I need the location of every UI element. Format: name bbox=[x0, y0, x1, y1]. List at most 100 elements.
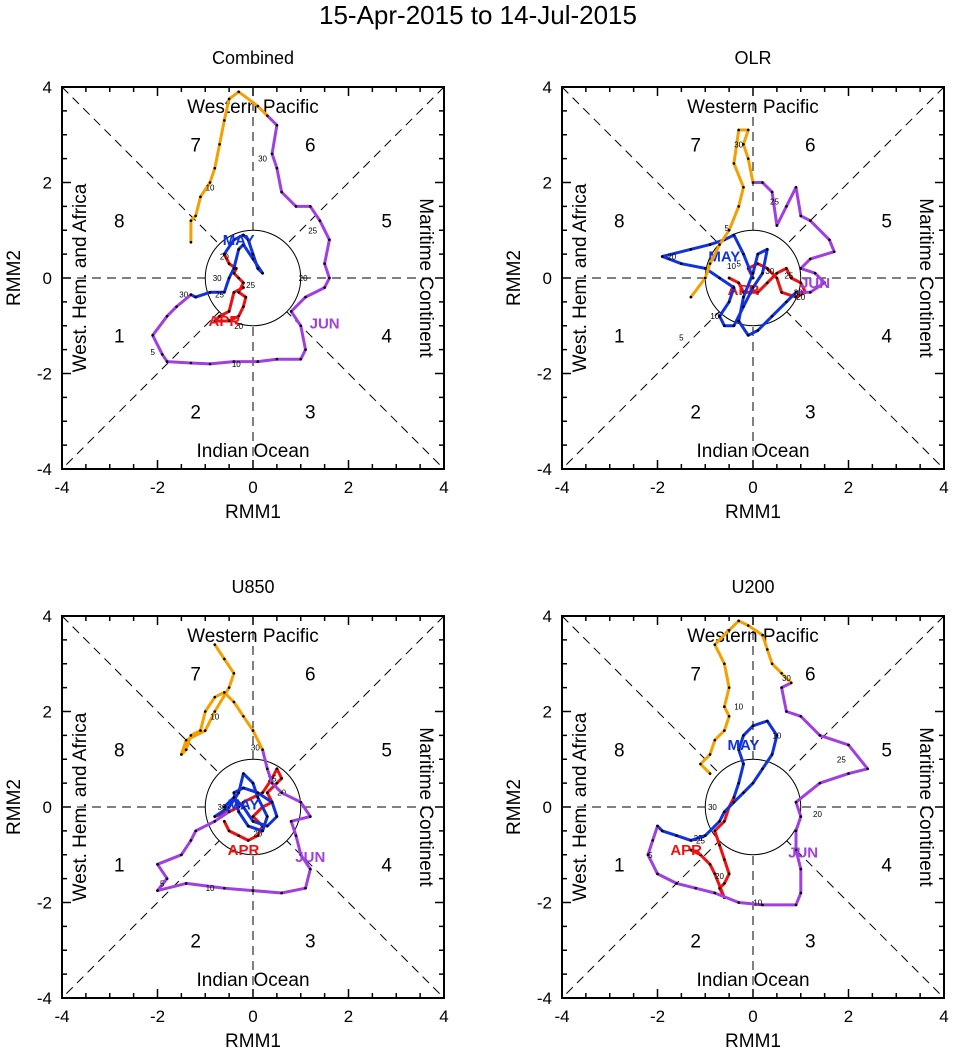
panel-4-y-tick-label: 2 bbox=[543, 703, 552, 722]
panel-1-region-bottom-label: Indian Ocean bbox=[196, 441, 309, 462]
panel-3-series-point-jun bbox=[289, 820, 293, 823]
panel-2-series-point-jul bbox=[703, 276, 707, 280]
panel-2-series-point-jul bbox=[727, 228, 731, 232]
panel-4-day-label: 20 bbox=[813, 810, 822, 819]
panel-3-series-point-apr bbox=[256, 834, 260, 837]
panel-3-day-label: 25 bbox=[268, 774, 277, 783]
panel-2-series-point-may bbox=[756, 329, 760, 332]
panel-1-series-point-jun bbox=[304, 295, 307, 299]
panel-4-series-point-may bbox=[660, 829, 664, 833]
panel-1-day-label: 30 bbox=[258, 155, 267, 164]
panel-1-x-tick-label: 2 bbox=[344, 478, 353, 497]
panel-4-x-tick-label: 4 bbox=[939, 1007, 948, 1026]
panel-2-day-label: 10 bbox=[727, 262, 736, 271]
panel-1-series-line-may bbox=[189, 233, 265, 299]
panel-3-series-line-jul bbox=[179, 643, 265, 756]
panel-3-series-point-jun bbox=[180, 853, 183, 857]
panel-1-series-point-may bbox=[237, 248, 240, 251]
panel-1-x-tick-label: -2 bbox=[150, 478, 165, 497]
panel-3-phase-number-6: 6 bbox=[305, 664, 316, 685]
panel-3-day-label: 10 bbox=[206, 884, 215, 893]
panel-4-series-point-jul bbox=[708, 753, 712, 756]
panel-2-y-tick-label: -4 bbox=[537, 460, 552, 479]
panel-2-day-label: 25 bbox=[770, 198, 779, 207]
panel-4-x-axis-label: RMM1 bbox=[725, 1031, 781, 1052]
panel-4-phase-number-3: 3 bbox=[805, 932, 816, 953]
panel-2-series-point-jul bbox=[742, 143, 745, 146]
panel-4-series-point-jun bbox=[713, 891, 717, 895]
panel-4-day-label: 5 bbox=[648, 851, 653, 860]
panel-4-unit-circle bbox=[704, 758, 802, 856]
panel-2-series-point-may bbox=[751, 276, 755, 280]
panel-4-title: U200 bbox=[731, 577, 774, 597]
panel-1-title: Combined bbox=[212, 48, 294, 68]
panel-3-region-bottom-label: Indian Ocean bbox=[196, 970, 309, 991]
panel-4-series-point-jun bbox=[818, 781, 822, 785]
panel-4-y-axis-label: RMM2 bbox=[504, 779, 525, 835]
panel-3-series-point-jul bbox=[232, 672, 236, 675]
panel-1-series-point-jun bbox=[275, 123, 279, 127]
panel-4-month-label-apr: APR bbox=[670, 842, 702, 859]
panel-3-series-point-jul bbox=[213, 710, 217, 713]
panel-2-region-bottom-label: Indian Ocean bbox=[696, 441, 809, 462]
panel-4-phase-number-5: 5 bbox=[881, 741, 892, 762]
panel-1-series-point-apr bbox=[242, 286, 245, 289]
panel-2-series-point-apr bbox=[756, 262, 760, 265]
panel-3-series-point-jun bbox=[156, 863, 159, 866]
panel-3-y-tick-label: 4 bbox=[43, 607, 52, 626]
panel-4-series-point-jun bbox=[651, 839, 655, 842]
panel-2-y-axis-label: RMM2 bbox=[504, 250, 525, 306]
panel-4-series-point-jun bbox=[656, 824, 659, 828]
panel-1-day-label: 5 bbox=[150, 348, 155, 357]
panel-2-series-point-apr bbox=[794, 295, 798, 299]
panel-2-series-point-may bbox=[732, 324, 736, 328]
panel-1-series-point-apr bbox=[227, 262, 231, 265]
panel-2-series-point-apr bbox=[737, 281, 740, 285]
panel-2-month-label-apr: APR bbox=[728, 282, 760, 299]
panel-1-region-left-label: West. Hem. and Africa bbox=[70, 183, 91, 372]
panel-4-series-point-apr bbox=[713, 872, 717, 876]
panel-2-series-point-jun bbox=[770, 190, 774, 194]
panel-2-series-point-may bbox=[766, 248, 769, 251]
panel-2-day-label: 5 bbox=[679, 334, 684, 343]
panel-3-series-point-jun bbox=[304, 886, 307, 890]
panel-1-series-point-jun bbox=[189, 293, 193, 297]
panel-3-series-point-jun bbox=[299, 800, 303, 804]
panel-4-day-label: 30 bbox=[708, 803, 717, 812]
panel-4-series-point-jun bbox=[794, 829, 798, 833]
panel-4-series-point-jun bbox=[799, 815, 803, 818]
panel-1-series-point-jul bbox=[213, 166, 217, 170]
panel-1-series-point-jul bbox=[266, 114, 269, 117]
panel-3-phase-number-4: 4 bbox=[381, 855, 392, 876]
panel-3-series-point-jul bbox=[223, 657, 226, 661]
panel-3-region-left-label: West. Hem. and Africa bbox=[70, 712, 91, 901]
panel-1-series-point-apr bbox=[218, 314, 221, 318]
panel-4-series-point-jun bbox=[646, 853, 650, 857]
panel-2-series-point-jun bbox=[794, 185, 798, 189]
panel-1-series-point-jun bbox=[304, 348, 307, 351]
panel-1-series-point-apr bbox=[232, 291, 236, 294]
panel-2-series-point-jul bbox=[751, 181, 755, 184]
panel-3-series-point-jul bbox=[189, 734, 193, 737]
panel-1-region-top-label: Western Pacific bbox=[187, 97, 319, 118]
panel-1-y-tick-label: -2 bbox=[37, 365, 52, 384]
panel-1-y-tick-label: -4 bbox=[37, 460, 52, 479]
panel-1-x-tick-label: 4 bbox=[439, 478, 448, 497]
panel-4-series-point-jul bbox=[770, 662, 774, 666]
panel-2-series-point-may bbox=[727, 300, 731, 304]
panel-4-series-point-may bbox=[770, 753, 774, 756]
panel-1-series-point-jun bbox=[175, 305, 178, 308]
panel-4-series-point-jul bbox=[699, 762, 702, 766]
panel-2-series-point-jun bbox=[832, 250, 836, 254]
panel-3-series-point-may bbox=[242, 786, 245, 790]
panel-1-phase-number-8: 8 bbox=[114, 212, 125, 233]
panel-4-day-label: 20 bbox=[715, 872, 724, 881]
panel-2-phase-number-1: 1 bbox=[614, 326, 625, 347]
panel-2-series-point-jun bbox=[799, 267, 803, 270]
panel-3-series-point-jun bbox=[213, 820, 217, 823]
panel-3-series-point-jun bbox=[194, 829, 197, 833]
panel-4-series-line-jul bbox=[699, 619, 793, 776]
panel-2-series-point-may bbox=[718, 314, 721, 318]
panel-2-series-point-may bbox=[732, 233, 736, 237]
panel-1-y-axis-label: RMM2 bbox=[4, 250, 25, 306]
